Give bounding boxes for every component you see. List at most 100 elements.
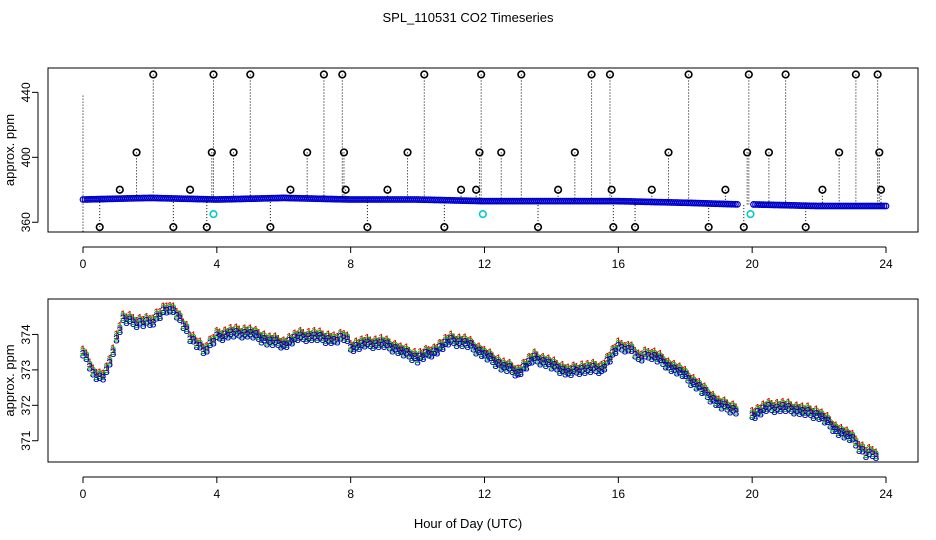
series-2-marker: 2 (484, 349, 491, 363)
series-1-marker: 1 (417, 346, 424, 360)
series-2-marker: 2 (679, 366, 686, 380)
y-tick-label: 371 (19, 430, 33, 450)
series-3-marker: 3 (537, 357, 544, 371)
series-3-marker: 3 (294, 332, 301, 346)
series-1-marker: 1 (425, 343, 432, 357)
series-2-marker: 2 (718, 398, 725, 412)
series-3-marker: 3 (595, 365, 602, 379)
series-1-marker: 1 (80, 343, 87, 357)
series-2-marker: 2 (832, 421, 839, 435)
series-3-marker: 3 (821, 415, 828, 429)
series-2-marker: 2 (873, 448, 880, 462)
series-1-marker: 1 (844, 424, 851, 438)
series-2-marker: 2 (140, 316, 147, 330)
series-2-marker: 2 (473, 343, 480, 357)
series-1-marker: 1 (657, 348, 664, 362)
series-1-marker: 1 (498, 357, 505, 371)
series-2-marker: 2 (241, 324, 248, 338)
series-2-marker: 2 (609, 344, 616, 358)
series-2-marker: 2 (710, 390, 717, 404)
series-1-marker: 1 (866, 442, 873, 456)
series-1-marker: 1 (490, 350, 497, 364)
series-3-marker: 3 (752, 410, 759, 424)
plot-frame (47, 298, 919, 463)
series-3-marker: 3 (303, 333, 310, 347)
series-2-marker: 2 (258, 332, 265, 346)
series-1-marker: 1 (294, 328, 301, 342)
series-1-marker: 1 (651, 345, 658, 359)
series-2-marker: 2 (160, 302, 167, 316)
series-1-marker: 1 (696, 375, 703, 389)
series-3-marker: 3 (213, 329, 220, 343)
series-1-marker: 1 (434, 341, 441, 355)
series-1-marker: 1 (551, 354, 558, 368)
baseline-point (734, 200, 741, 208)
series-2-marker: 2 (853, 435, 860, 449)
series-2-marker: 2 (403, 343, 410, 357)
series-2-marker: 2 (785, 398, 792, 412)
series-1-marker: 1 (685, 368, 692, 382)
series-2-marker: 2 (236, 325, 243, 339)
series-1-marker: 1 (411, 346, 418, 360)
series-3-marker: 3 (609, 347, 616, 361)
series-3-marker: 3 (478, 348, 485, 362)
series-2-marker: 2 (190, 331, 197, 345)
series-2-marker: 2 (523, 358, 530, 372)
y-tick-label: 440 (19, 82, 33, 102)
series-1-marker: 1 (439, 337, 446, 351)
series-1-marker: 1 (618, 337, 625, 351)
series-1-marker: 1 (713, 393, 720, 407)
series-1-marker: 1 (813, 403, 820, 417)
series-1-marker: 1 (193, 335, 200, 349)
series-1-marker: 1 (403, 341, 410, 355)
series-1-marker: 1 (331, 329, 338, 343)
series-3-marker: 3 (763, 403, 770, 417)
series-3-marker: 3 (779, 400, 786, 414)
series-1-marker: 1 (420, 347, 427, 361)
series-1-marker: 1 (635, 347, 642, 361)
series-2-marker: 2 (325, 330, 332, 344)
series-1-marker: 1 (328, 331, 335, 345)
series-1-marker: 1 (476, 340, 483, 354)
series-1-marker: 1 (137, 311, 144, 325)
series-3-marker: 3 (116, 324, 123, 338)
series-3-marker: 3 (612, 345, 619, 359)
series-3-marker: 3 (473, 346, 480, 360)
series-3-marker: 3 (824, 414, 831, 428)
series-2-marker: 2 (239, 327, 246, 341)
flag-point (363, 223, 372, 232)
series-1-marker: 1 (467, 333, 474, 347)
series-2-marker: 2 (417, 348, 424, 362)
series-2-marker: 2 (713, 395, 720, 409)
series-1-marker: 1 (523, 356, 530, 370)
series-1-marker: 1 (344, 329, 351, 343)
series-1-marker: 1 (487, 346, 494, 360)
series-1-marker: 1 (361, 334, 368, 348)
series-3-marker: 3 (86, 360, 93, 374)
series-1-marker: 1 (715, 393, 722, 407)
y-tick-label: 373 (19, 360, 33, 380)
series-3-marker: 3 (331, 333, 338, 347)
series-1-marker: 1 (207, 333, 214, 347)
series-1-marker: 1 (492, 354, 499, 368)
series-2-marker: 2 (448, 330, 455, 344)
series-1-marker: 1 (370, 336, 377, 350)
series-3-marker: 3 (126, 313, 133, 327)
series-3-marker: 3 (317, 329, 324, 343)
series-2-marker: 2 (841, 427, 848, 441)
series-1-marker: 1 (253, 323, 260, 337)
series-3-marker: 3 (628, 343, 635, 357)
series-1-marker: 1 (236, 323, 243, 337)
series-1-marker: 1 (123, 311, 130, 325)
series-1-marker: 1 (791, 401, 798, 415)
series-3-marker: 3 (654, 353, 661, 367)
series-2-marker: 2 (193, 337, 200, 351)
series-2-marker: 2 (303, 331, 310, 345)
series-1-marker: 1 (648, 347, 655, 361)
series-3-marker: 3 (398, 344, 405, 358)
series-1-marker: 1 (816, 407, 823, 421)
flag-point (420, 70, 429, 79)
series-1-marker: 1 (540, 350, 547, 364)
series-1-marker: 1 (671, 358, 678, 372)
series-2-marker: 2 (651, 347, 658, 361)
